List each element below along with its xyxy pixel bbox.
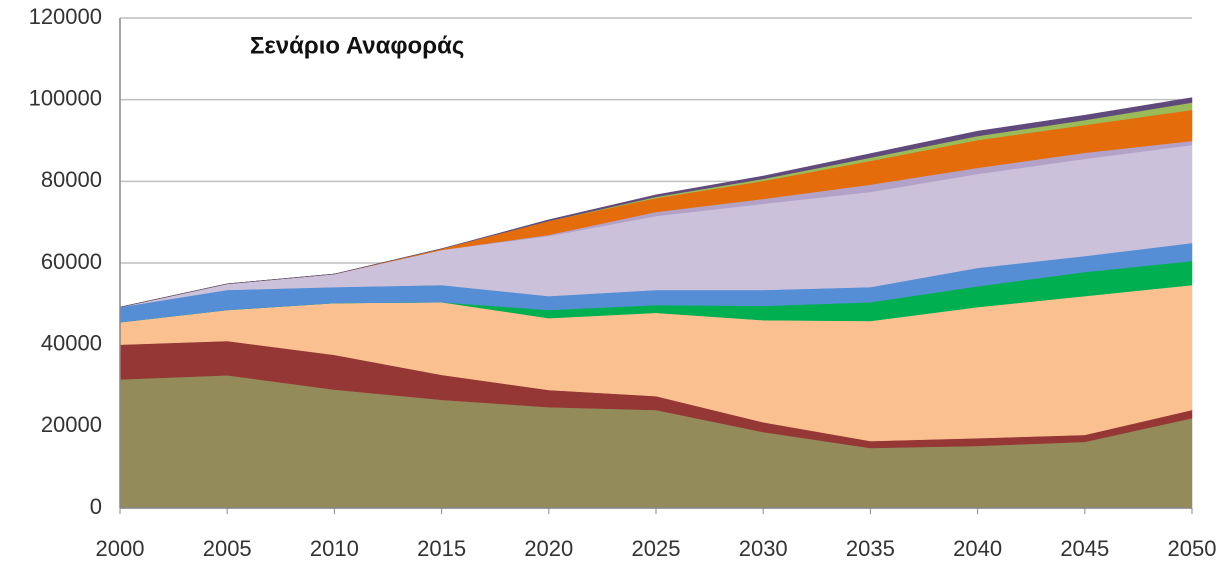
y-tick-label: 80000 [41, 167, 102, 192]
y-tick-label: 0 [90, 494, 102, 519]
x-tick-label: 2040 [953, 536, 1002, 561]
x-tick-label: 2000 [96, 536, 145, 561]
x-tick-label: 2045 [1060, 536, 1109, 561]
x-tick-label: 2025 [632, 536, 681, 561]
x-tick-label: 2020 [524, 536, 573, 561]
y-tick-label: 120000 [29, 4, 102, 29]
x-tick-label: 2030 [739, 536, 788, 561]
x-tick-label: 2050 [1168, 536, 1217, 561]
x-tick-label: 2005 [203, 536, 252, 561]
x-tick-label: 2015 [417, 536, 466, 561]
area [119, 97, 1193, 308]
y-tick-label: 40000 [41, 330, 102, 355]
y-tick-label: 20000 [41, 412, 102, 437]
chart-title: Σενάριο Αναφοράς [250, 32, 464, 59]
x-tick-label: 2035 [846, 536, 895, 561]
x-tick-label: 2010 [310, 536, 359, 561]
y-tick-label: 60000 [41, 249, 102, 274]
y-tick-label: 100000 [29, 85, 102, 110]
